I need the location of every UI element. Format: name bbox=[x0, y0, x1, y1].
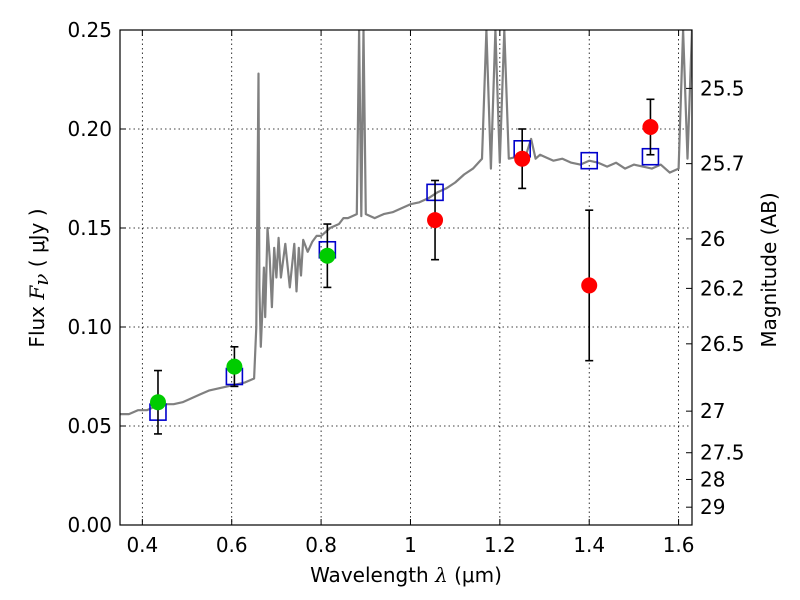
data-points bbox=[149, 98, 660, 435]
red-data-point bbox=[427, 212, 444, 229]
y2-tick-label: 25.7 bbox=[700, 152, 745, 176]
red-data-point bbox=[514, 150, 531, 167]
spectrum-layer bbox=[120, 30, 692, 416]
x-tick-label: 0.4 bbox=[126, 533, 158, 557]
y2-tick-label: 27 bbox=[700, 399, 725, 423]
y-axis-label-symbol: F bbox=[25, 285, 49, 301]
green-data-point bbox=[319, 247, 336, 264]
x-tick-label: 1.2 bbox=[484, 533, 516, 557]
y-tick-label: 0.10 bbox=[67, 315, 112, 339]
y-tick-label: 0.15 bbox=[67, 216, 112, 240]
x-tick-label: 1 bbox=[404, 533, 417, 557]
y2-axis-ticks: 25.5 25.7 26 26.2 26.5 27 27.528 29 bbox=[686, 76, 745, 519]
green-data-point bbox=[226, 358, 243, 375]
green-data-point bbox=[149, 394, 166, 411]
y2-tick-label: 26.2 bbox=[700, 276, 745, 300]
y-axis-label-subscript: ν bbox=[29, 274, 53, 286]
y-axis-label-pre: Flux bbox=[25, 300, 49, 348]
x-tick-label: 0.6 bbox=[216, 533, 248, 557]
y-tick-label: 0.05 bbox=[67, 414, 112, 438]
y-tick-label: 0.20 bbox=[67, 117, 112, 141]
y-tick-label: 0.25 bbox=[67, 18, 112, 42]
y-axis-label-unit: ( μJy ) bbox=[25, 208, 49, 273]
spectrum-line bbox=[120, 30, 692, 416]
y2-tick-label: 27.5 bbox=[700, 441, 745, 465]
y-tick-label: 0.00 bbox=[67, 513, 112, 537]
x-axis-label-symbol: λ bbox=[434, 563, 448, 587]
x-axis-ticks: 0.4 0.6 0.8 1 1.2 1.4 1.6 bbox=[126, 30, 695, 557]
x-tick-label: 1.6 bbox=[663, 533, 695, 557]
y-axis-label: Flux Fν ( μJy ) bbox=[25, 208, 53, 347]
y2-tick-label: 29 bbox=[700, 495, 725, 519]
y2-tick-label: 25.5 bbox=[700, 76, 745, 100]
x-axis-label-pre: Wavelength bbox=[310, 563, 435, 587]
x-axis-label-unit: (μm) bbox=[448, 563, 502, 587]
red-data-point bbox=[581, 277, 598, 294]
y2-tick-label: 28 bbox=[700, 467, 725, 491]
grid bbox=[120, 30, 692, 525]
red-data-point bbox=[642, 119, 659, 136]
y2-tick-label: 26.5 bbox=[700, 332, 745, 356]
x-axis-label: Wavelength λ (μm) bbox=[310, 563, 502, 587]
y-axis-ticks: 0.00 0.05 0.10 0.15 0.20 0.25 bbox=[67, 18, 126, 537]
model-bandpass-marker bbox=[580, 151, 599, 170]
plot-frame bbox=[119, 29, 693, 526]
x-tick-label: 0.8 bbox=[305, 533, 337, 557]
x-tick-label: 1.4 bbox=[573, 533, 605, 557]
y2-axis-label: Magnitude (AB) bbox=[757, 192, 781, 347]
y2-tick-label: 26 bbox=[700, 227, 725, 251]
